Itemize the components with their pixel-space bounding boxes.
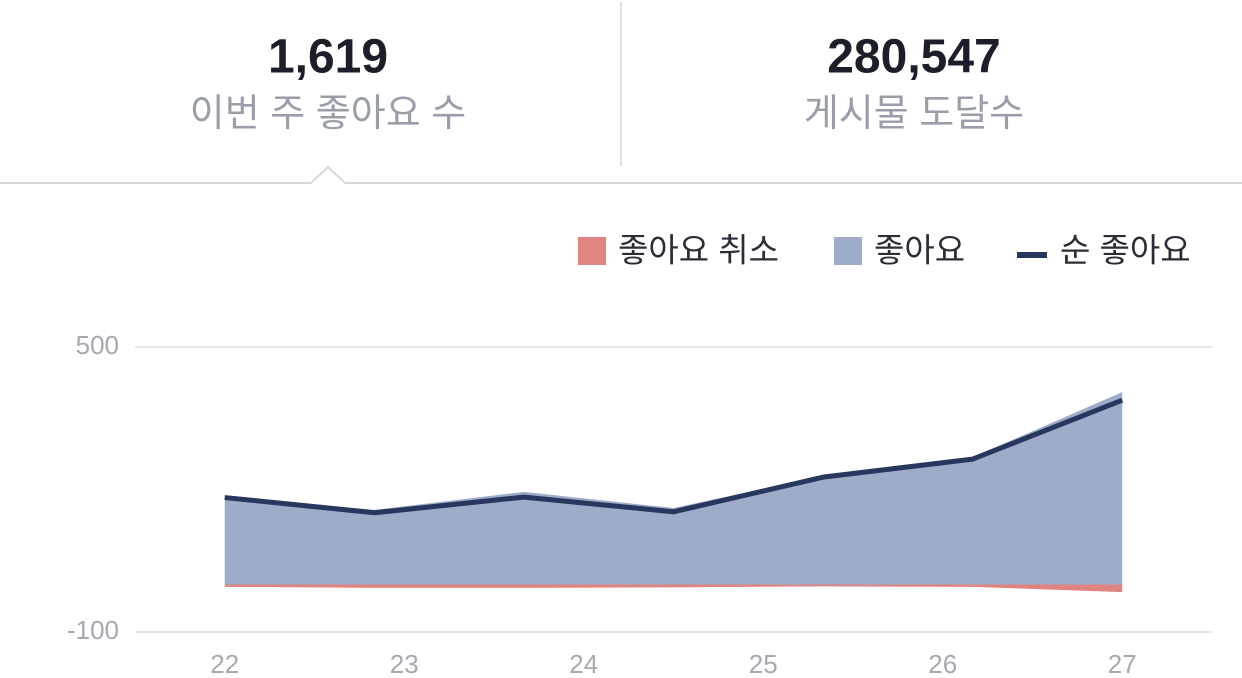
x-tick-label: 22 [210, 649, 239, 678]
legend-label: 순 좋아요 [1060, 232, 1191, 269]
stat-tab[interactable]: 280,547 게시물 도달수 [804, 31, 1024, 135]
tab-indicator [0, 165, 1242, 184]
area [224, 584, 1123, 593]
y-tick-label: 500 [76, 330, 119, 360]
line [224, 397, 1124, 516]
legend-item[interactable]: 순 좋아요 [1017, 232, 1191, 269]
area [224, 392, 1123, 585]
legend-item[interactable]: 좋아요 [834, 232, 965, 269]
x-tick-label: 25 [749, 649, 778, 678]
legend-item[interactable]: 좋아요 취소 [578, 232, 779, 269]
stat-tab[interactable]: 1,619 이번 주 좋아요 수 [190, 31, 466, 135]
stat-value: 280,547 [827, 31, 1001, 84]
stat-value: 1,619 [268, 31, 388, 84]
x-tick-label: 27 [1108, 649, 1137, 678]
stat-label: 이번 주 좋아요 수 [190, 93, 466, 135]
x-tick-label: 23 [390, 649, 419, 678]
stat-label: 게시물 도달수 [804, 93, 1024, 135]
legend-label: 좋아요 취소 [618, 232, 779, 269]
x-tick-label: 26 [928, 649, 957, 678]
legend-swatch [834, 237, 862, 265]
y-tick-label: -100 [67, 615, 119, 645]
x-tick-label: 24 [569, 649, 598, 678]
legend-swatch [578, 237, 606, 265]
legend-label: 좋아요 [874, 232, 965, 269]
legend-swatch [1017, 252, 1047, 258]
